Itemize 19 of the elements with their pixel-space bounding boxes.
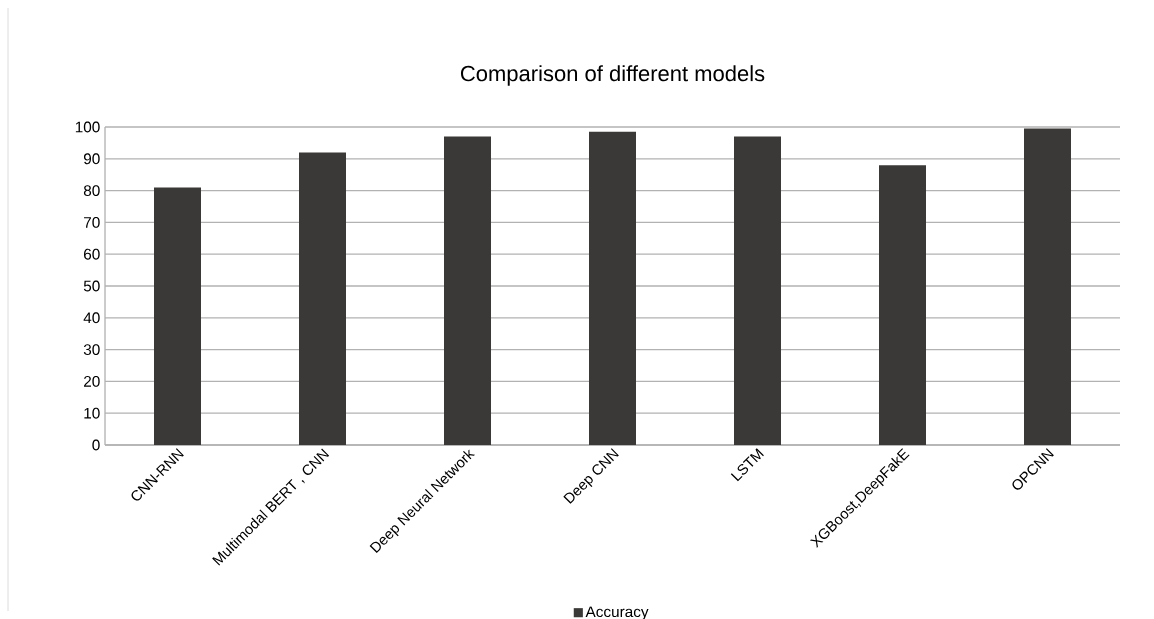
y-tick-label: 40	[83, 312, 100, 324]
y-tick-label: 10	[84, 407, 100, 419]
y-tick-label: 70	[84, 216, 100, 228]
y-tick-label: 0	[92, 439, 100, 451]
bar	[734, 136, 781, 445]
bar	[444, 136, 491, 445]
chart-title: Comparison of different models	[460, 65, 765, 86]
y-tick-label: 20	[84, 375, 100, 387]
bar	[589, 131, 636, 445]
bar	[154, 187, 201, 445]
y-tick-label: 90	[83, 153, 100, 165]
bar	[299, 152, 346, 445]
y-tick-label: 80	[83, 185, 100, 197]
y-tick-label: 30	[83, 344, 100, 356]
y-tick-label: 50	[83, 280, 100, 292]
bar	[1024, 128, 1071, 445]
y-tick-label: 100	[75, 121, 100, 133]
y-tick-label: 60	[84, 248, 100, 260]
bar	[879, 165, 926, 445]
